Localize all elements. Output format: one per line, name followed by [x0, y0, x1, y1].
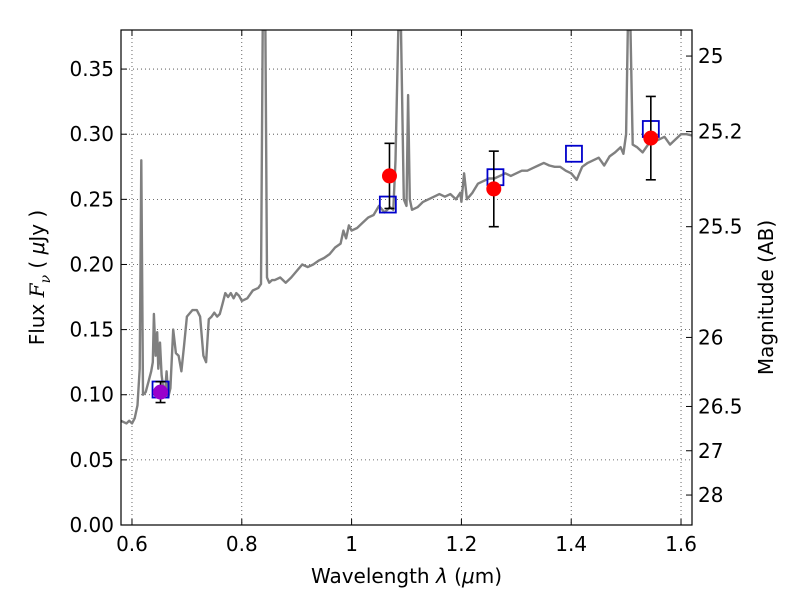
y-tick-label: 0.10 [69, 383, 114, 407]
data-points [151, 95, 660, 404]
y-tick-label: 0.25 [69, 187, 114, 211]
axis-ticks [121, 30, 692, 526]
y2-tick-label: 25.5 [698, 215, 743, 239]
plot-frame [120, 29, 693, 526]
observed-flux-point [643, 130, 659, 146]
y2-tick-label: 25 [698, 44, 723, 68]
y-tick-label: 0.35 [69, 57, 114, 81]
grid-lines [121, 30, 692, 525]
template-spectrum-line [121, 30, 692, 425]
y-tick-label: 0.05 [69, 448, 114, 472]
y2-tick-label: 26.5 [698, 394, 743, 418]
x-tick-label: 1.4 [555, 532, 587, 556]
x-tick-label: 0.8 [226, 532, 258, 556]
x-tick-label: 0.6 [116, 532, 148, 556]
template-spectrum [121, 30, 692, 425]
y-tick-label: 0.15 [69, 318, 114, 342]
y-axis-label: Flux Fν ( μJy ) [25, 210, 54, 346]
model-flux-square [378, 195, 397, 214]
model-flux-square [565, 144, 583, 163]
y-tick-label: 0.30 [69, 122, 114, 146]
y2-tick-label: 27 [698, 439, 723, 463]
observed-flux-point [486, 181, 502, 197]
x-axis-label: Wavelength λ (μm) [311, 564, 502, 588]
y2-tick-label: 26 [698, 325, 723, 349]
observed-flux-point [153, 384, 169, 400]
x-tick-label: 1 [345, 532, 358, 556]
x-tick-labels: 0.6 0.8 1 1.2 1.4 1.6 [116, 532, 697, 556]
y2-tick-labels: 25 25.2 25.5 26 26.5 27 28 [698, 44, 743, 507]
observed-flux-point [381, 168, 397, 184]
y2-tick-label: 28 [698, 483, 723, 507]
y-tick-label: 0.20 [69, 252, 114, 276]
x-tick-label: 1.6 [665, 532, 697, 556]
y-tick-labels: 0.00 0.05 0.10 0.15 0.20 0.25 0.30 0.35 [69, 57, 114, 537]
y2-axis-label: Magnitude (AB) [754, 220, 778, 375]
y2-tick-label: 25.2 [698, 120, 743, 144]
y-tick-label: 0.00 [69, 513, 114, 537]
x-tick-label: 1.2 [445, 532, 477, 556]
